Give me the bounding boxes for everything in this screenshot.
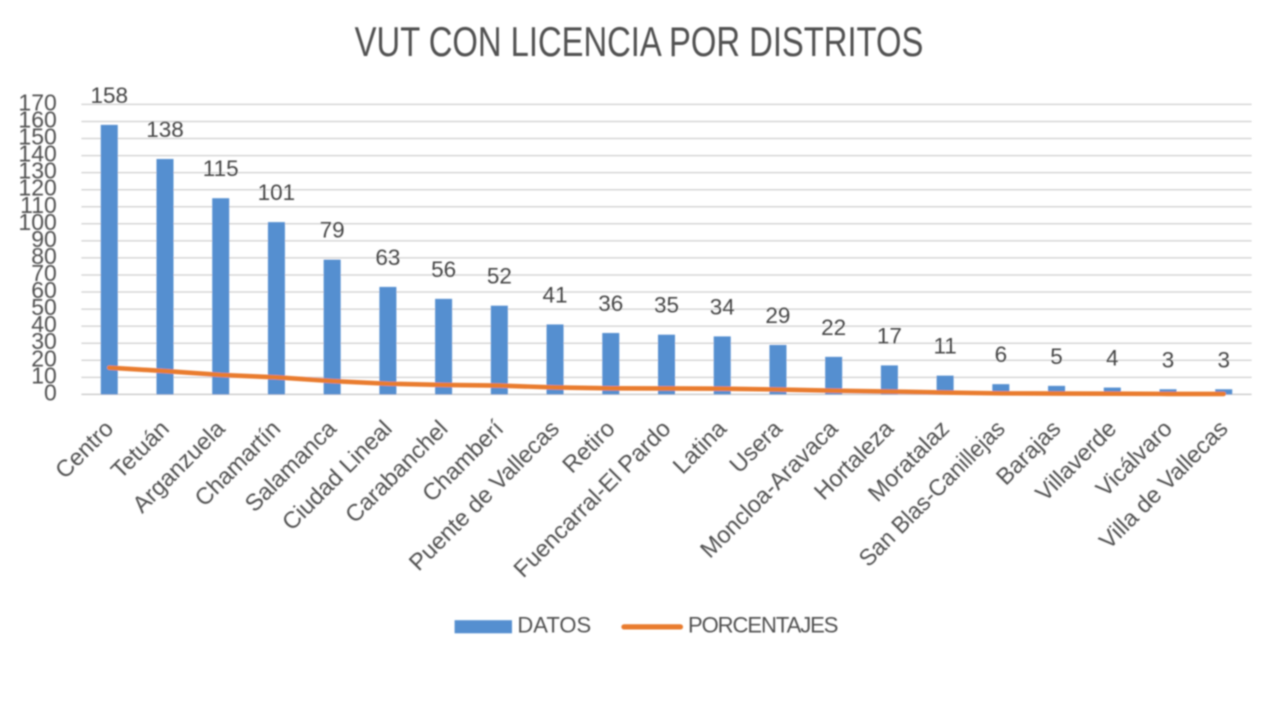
svg-text:5: 5: [1050, 344, 1063, 369]
svg-text:17: 17: [877, 323, 902, 348]
svg-text:29: 29: [765, 303, 790, 328]
svg-text:110: 110: [20, 192, 57, 218]
svg-text:36: 36: [598, 291, 623, 316]
svg-text:160: 160: [18, 106, 56, 132]
svg-text:60: 60: [31, 277, 57, 303]
svg-text:10: 10: [31, 362, 57, 388]
svg-text:20: 20: [31, 345, 57, 371]
svg-text:52: 52: [487, 264, 512, 289]
svg-text:VUT CON LICENCIA POR DISTRITOS: VUT CON LICENCIA POR DISTRITOS: [355, 18, 924, 65]
svg-text:50: 50: [31, 294, 57, 320]
svg-text:150: 150: [18, 124, 56, 150]
svg-text:3: 3: [1217, 347, 1230, 372]
svg-text:22: 22: [821, 315, 846, 340]
svg-text:140: 140: [18, 141, 56, 167]
svg-text:63: 63: [375, 245, 400, 270]
svg-text:3: 3: [1162, 347, 1175, 372]
svg-text:PORCENTAJES: PORCENTAJES: [688, 613, 838, 638]
svg-text:56: 56: [431, 257, 456, 282]
svg-text:4: 4: [1106, 346, 1119, 371]
svg-text:115: 115: [203, 156, 239, 181]
svg-text:90: 90: [31, 226, 57, 252]
svg-text:101: 101: [258, 180, 296, 205]
svg-text:170: 170: [18, 89, 56, 115]
svg-text:0: 0: [44, 379, 57, 405]
svg-text:DATOS: DATOS: [517, 613, 591, 638]
svg-text:120: 120: [18, 175, 56, 201]
svg-text:6: 6: [995, 342, 1008, 367]
svg-text:30: 30: [31, 328, 57, 354]
svg-text:158: 158: [90, 83, 128, 108]
svg-text:34: 34: [710, 294, 735, 319]
svg-text:138: 138: [146, 117, 184, 142]
svg-text:70: 70: [31, 260, 57, 286]
svg-text:130: 130: [18, 158, 56, 184]
svg-text:100: 100: [18, 209, 56, 235]
svg-text:11: 11: [933, 334, 956, 359]
svg-text:80: 80: [31, 243, 57, 269]
svg-text:35: 35: [654, 293, 679, 318]
svg-text:79: 79: [320, 218, 345, 243]
svg-text:41: 41: [543, 282, 568, 307]
svg-text:40: 40: [31, 311, 57, 337]
